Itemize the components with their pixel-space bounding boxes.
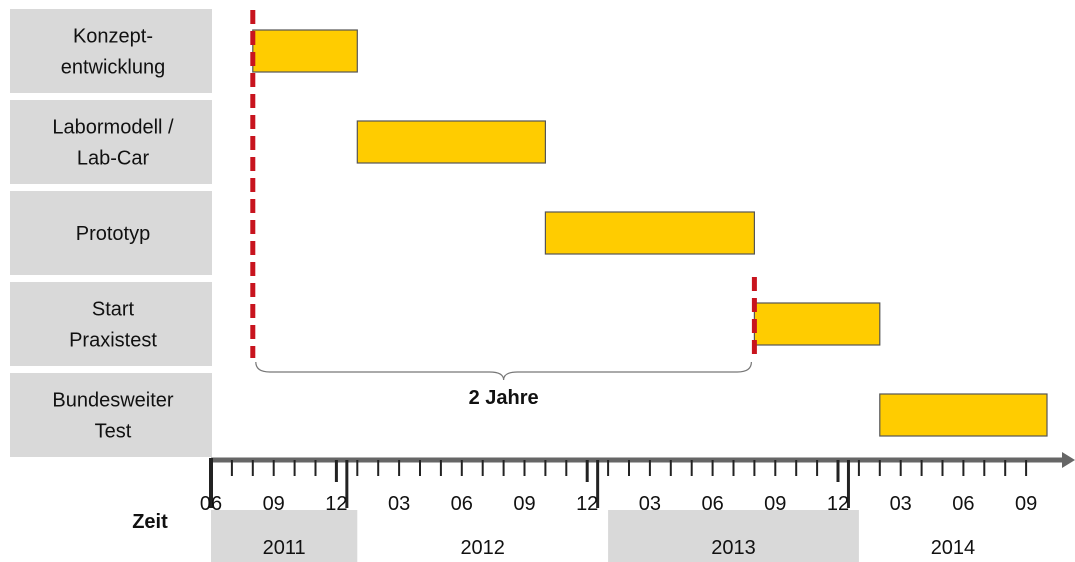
category-label: Konzept- (73, 26, 153, 48)
tick-label: 03 (890, 493, 912, 515)
category-label: Bundesweiter (52, 390, 174, 412)
category-label: Labormodell / (52, 117, 174, 139)
category-label: Lab-Car (77, 148, 150, 170)
tick-label: 06 (200, 493, 222, 515)
category-label: Prototyp (76, 223, 150, 245)
year-band-2011 (211, 510, 358, 562)
tick-label: 12 (827, 493, 849, 515)
tick-label: 09 (1015, 493, 1037, 515)
task-bar (544, 211, 756, 255)
tick-label: 03 (639, 493, 661, 515)
time-axis-label: Zeit (132, 511, 168, 533)
category-label: Praxistest (69, 330, 157, 352)
task-bar (879, 393, 1048, 437)
category-label-box (10, 9, 212, 93)
year-label: 2012 (460, 537, 505, 559)
tick-label: 06 (952, 493, 974, 515)
tick-label: 12 (325, 493, 347, 515)
year-band-2013 (608, 510, 859, 562)
category-label-box (10, 282, 212, 366)
tick-label: 12 (576, 493, 598, 515)
span-label: 2 Jahre (469, 387, 539, 409)
time-axis: 06 09 12 03 06 09 12 03 06 09 12 03 06 09 (200, 452, 1075, 515)
category-labels: Konzept-entwicklung Labormodell / Lab-Car P… (10, 9, 212, 457)
milestone-lines (250, 10, 757, 358)
category-label-box (10, 100, 212, 184)
tick-label: 09 (263, 493, 285, 515)
year-label: 2013 (711, 537, 756, 559)
task-bars (252, 29, 1048, 437)
axis-arrow (1062, 452, 1075, 468)
category-label-box (10, 191, 212, 275)
tick-label: 09 (513, 493, 535, 515)
tick-label: 09 (764, 493, 786, 515)
brace-path (255, 361, 752, 381)
task-bar (356, 120, 546, 164)
category-label: Test (95, 421, 132, 443)
tick-label: 06 (701, 493, 723, 515)
category-label: entwicklung (61, 57, 166, 79)
category-label-box (10, 373, 212, 457)
task-bar (252, 29, 358, 73)
tick-label: 06 (451, 493, 473, 515)
category-label: Start (92, 299, 135, 321)
span-brace (255, 361, 752, 381)
year-label: 2011 (263, 537, 306, 559)
year-bands: 2011 2012 2013 2014 (211, 510, 975, 562)
task-bar (753, 302, 881, 346)
year-label: 2014 (931, 537, 976, 559)
tick-label: 03 (388, 493, 410, 515)
